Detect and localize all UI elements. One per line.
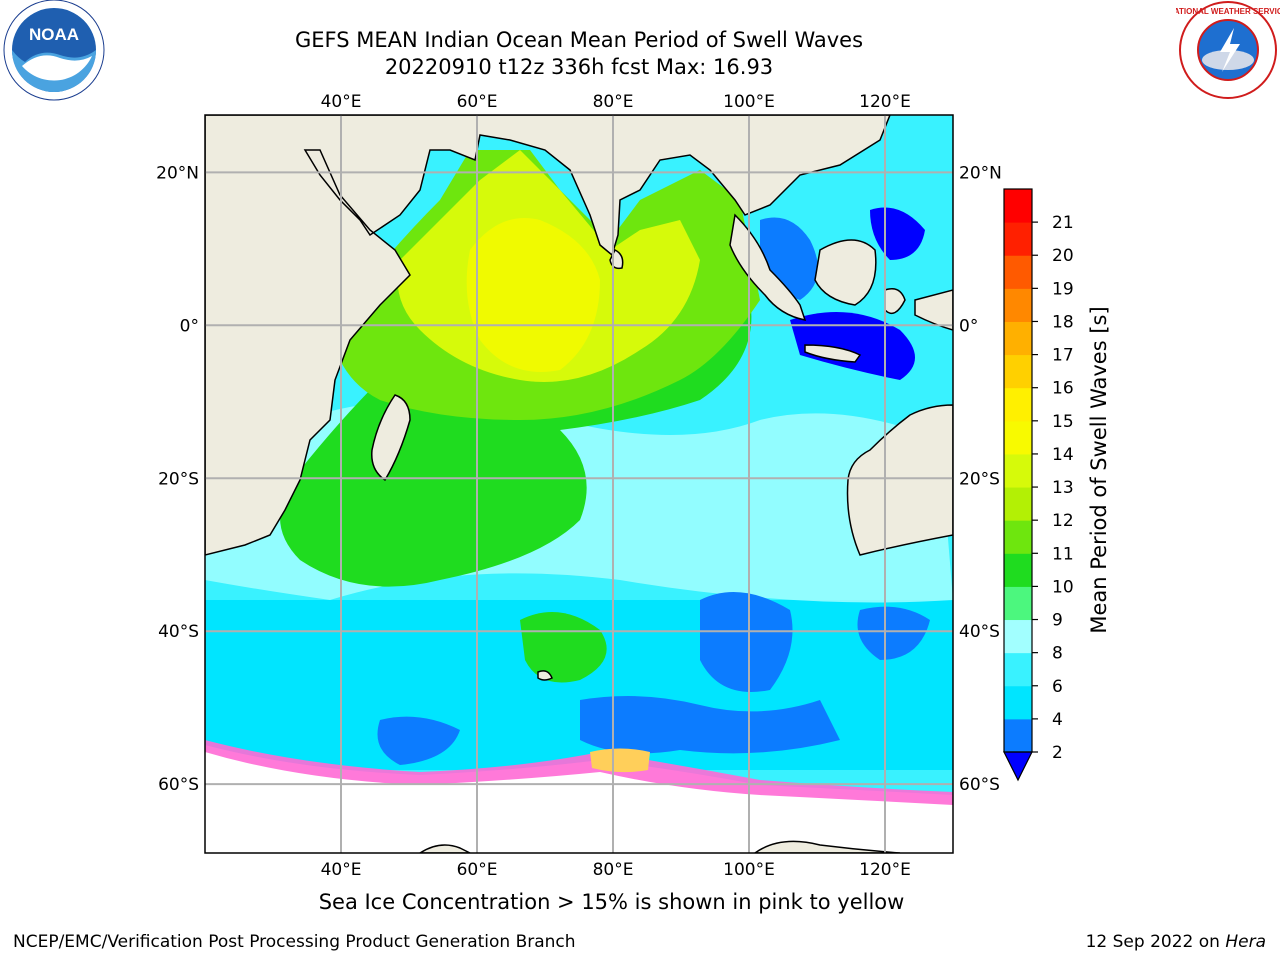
kerguelen xyxy=(537,670,553,681)
colorbar-segment xyxy=(1004,420,1032,455)
yellow-field xyxy=(466,218,600,372)
lat-tick-label-right: 0° xyxy=(959,316,978,336)
colorbar-segment xyxy=(1004,189,1032,223)
lon-tick-label-bottom: 40°E xyxy=(321,860,362,880)
sulawesi xyxy=(884,288,906,315)
land xyxy=(205,115,953,853)
colorbar-segment xyxy=(1004,288,1032,322)
lat-tick-label-right: 20°N xyxy=(959,163,1002,183)
lat-tick-label-left: 60°S xyxy=(158,775,199,795)
colorbar-tick-label: 9 xyxy=(1052,611,1063,631)
chart-subtitle: 20220910 t12z 336h fcst Max: 16.93 xyxy=(384,55,774,79)
colorbar-segment xyxy=(1004,553,1032,587)
madagascar xyxy=(371,394,411,482)
blue-patch-4 xyxy=(857,606,930,660)
lat-tick-label-right: 40°S xyxy=(959,622,1000,642)
colorbar-tick-label: 17 xyxy=(1052,346,1074,366)
blue-patch-java-sea xyxy=(790,312,915,380)
colorbar-frame xyxy=(1003,188,1033,753)
colorbar: 2 4 6 8 9 10 11 12 13 14 15 16 17 18 19 20 21 xyxy=(1003,188,1074,782)
colorbar-segment xyxy=(1004,255,1032,289)
lat-tick-label-left: 20°S xyxy=(158,469,199,489)
noaa-logo: NOAA xyxy=(3,0,105,101)
colorbar-segment xyxy=(1004,487,1032,521)
lat-tick-label-left: 20°N xyxy=(156,163,199,183)
map-area xyxy=(205,115,953,853)
lon-tick-label-top: 40°E xyxy=(321,92,362,112)
colorbar-segment xyxy=(1004,321,1032,356)
blue-patch-2 xyxy=(580,696,840,754)
colorbar-segment xyxy=(1004,222,1032,256)
colorbar-tick-label: 12 xyxy=(1052,511,1074,531)
lon-tick-label-bottom: 60°E xyxy=(457,860,498,880)
blue-patch-3 xyxy=(377,716,460,765)
blue-patch-1 xyxy=(700,592,793,692)
map-frame xyxy=(204,114,954,854)
colorbar-segment xyxy=(1004,685,1032,720)
colorbar-tick-label: 10 xyxy=(1052,577,1074,597)
sea-ice-yellow xyxy=(590,748,650,773)
colorbar-tick-label: 4 xyxy=(1052,710,1063,730)
kerguelen-green-patch xyxy=(520,612,607,683)
lon-tick-label-bottom: 80°E xyxy=(593,860,634,880)
lon-tick-label-bottom: 100°E xyxy=(723,860,775,880)
colorbar-tick-label: 15 xyxy=(1052,412,1074,432)
colorbar-tick-label: 19 xyxy=(1052,279,1074,299)
colorbar-segment xyxy=(1004,453,1032,488)
gridlines xyxy=(205,115,953,853)
credit-machine: Hera xyxy=(1225,932,1266,952)
lon-tick-label-top: 120°E xyxy=(859,92,911,112)
colorbar-tick-label: 21 xyxy=(1052,213,1074,233)
colorbar-tick-label: 8 xyxy=(1052,644,1063,664)
antarctica-coast-1 xyxy=(418,844,471,853)
lat-tick-label-left: 40°S xyxy=(158,622,199,642)
colorbar-tick-label: 16 xyxy=(1052,379,1074,399)
lon-tick-label-top: 80°E xyxy=(593,92,634,112)
colorbar-tick-label: 20 xyxy=(1052,246,1074,266)
lat-tick-label-right: 20°S xyxy=(959,469,1000,489)
colorbar-label: Mean Period of Swell Waves [s] xyxy=(1087,306,1111,633)
lat-tick-label-right: 60°S xyxy=(959,775,1000,795)
sea-ice-footnote: Sea Ice Concentration > 15% is shown in … xyxy=(318,890,905,914)
colorbar-tick-label: 14 xyxy=(1052,445,1074,465)
nws-logo-text: NATIONAL WEATHER SERVICE xyxy=(1176,7,1280,16)
borneo xyxy=(814,239,877,306)
colorbar-tick-label: 18 xyxy=(1052,312,1074,332)
colorbar-segment xyxy=(1004,520,1032,554)
sea-ice-band xyxy=(205,740,953,805)
colorbar-extend-min xyxy=(1003,751,1033,782)
colorbar-segment xyxy=(1004,586,1032,621)
noaa-logo-text: NOAA xyxy=(29,25,79,44)
lat-tick-label-left: 0° xyxy=(180,316,199,336)
blue-patch-philippines xyxy=(870,207,925,260)
colorbar-segment xyxy=(1004,354,1032,389)
colorbar-tick-label: 6 xyxy=(1052,677,1063,697)
africa-asia-landmass xyxy=(205,115,891,556)
chart-title: GEFS MEAN Indian Ocean Mean Period of Sw… xyxy=(294,28,864,52)
colorbar-tick-label: 11 xyxy=(1052,544,1074,564)
java xyxy=(804,344,862,363)
lon-tick-label-top: 100°E xyxy=(723,92,775,112)
credit-date: 12 Sep 2022 on Hera xyxy=(1086,932,1266,952)
colorbar-segment xyxy=(1004,619,1032,654)
colorbar-segment xyxy=(1004,718,1032,753)
antarctica-coast-2 xyxy=(753,840,901,853)
colorbar-tick-label: 13 xyxy=(1052,478,1074,498)
colorbar-tick-label: 2 xyxy=(1052,743,1063,763)
colorbar-segment xyxy=(1004,387,1032,422)
credit-date-text: 12 Sep 2022 on xyxy=(1085,932,1226,952)
lon-tick-label-bottom: 120°E xyxy=(859,860,911,880)
antarctic-nodata xyxy=(205,745,953,853)
nws-logo: NATIONAL WEATHER SERVICE xyxy=(1176,1,1280,99)
colorbar-segment xyxy=(1004,652,1032,687)
axis-labels: 40°E 40°E 60°E 60°E 80°E 80°E 100°E 100°E 120°E 1… xyxy=(156,92,1002,880)
lon-tick-label-top: 60°E xyxy=(457,92,498,112)
credit-branch: NCEP/EMC/Verification Post Processing Pr… xyxy=(13,932,576,952)
